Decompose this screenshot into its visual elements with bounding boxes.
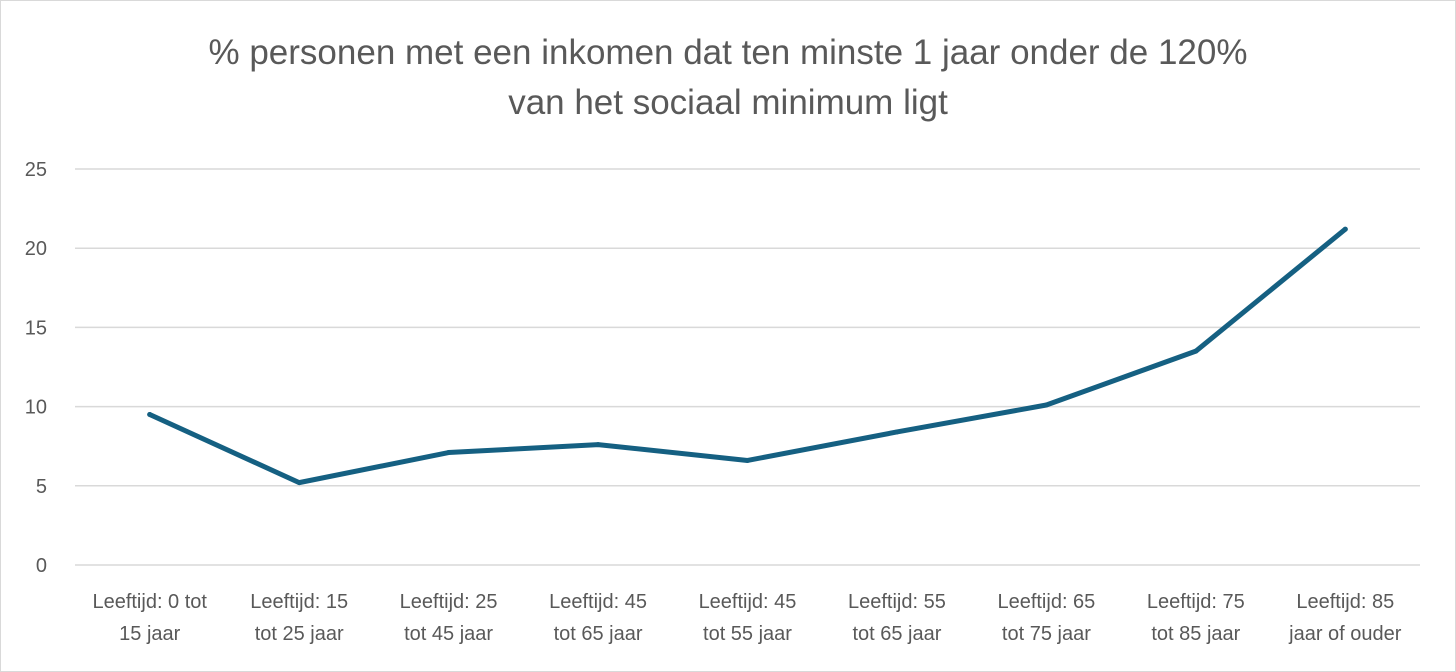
chart-title: % personen met een inkomen dat ten minst… — [0, 28, 1456, 128]
data-point — [1043, 402, 1049, 408]
x-category-label: Leeftijd: 55 tot 65 jaar — [848, 591, 946, 645]
chart-title-line-2: van het sociaal minimum ligt — [508, 83, 948, 122]
x-category-label-line: Leeftijd: 15 — [250, 591, 348, 613]
y-tick-label: 15 — [25, 317, 47, 339]
x-category-label-line: Leeftijd: 65 — [997, 591, 1095, 613]
x-category-label-line: tot 55 jaar — [703, 623, 792, 645]
x-category-label-line: tot 25 jaar — [255, 623, 344, 645]
x-category-label-line: jaar of ouder — [1288, 623, 1402, 645]
x-category-label: Leeftijd: 65 tot 75 jaar — [997, 591, 1095, 645]
x-category-label: Leeftijd: 15 tot 25 jaar — [250, 591, 348, 645]
gridlines — [75, 168, 1420, 566]
x-category-label-line: tot 65 jaar — [852, 623, 941, 645]
data-point — [595, 442, 601, 448]
x-category-label: Leeftijd: 85 jaar of ouder — [1288, 591, 1402, 645]
y-axis: 0 5 10 15 20 25 — [25, 159, 47, 577]
y-tick-label: 10 — [25, 397, 47, 419]
data-point — [446, 450, 452, 456]
series-line — [147, 226, 1348, 486]
chart-title-line-1: % personen met een inkomen dat ten minst… — [208, 33, 1248, 72]
x-category-label: Leeftijd: 0 tot 15 jaar — [92, 591, 207, 645]
y-tick-label: 20 — [25, 238, 47, 260]
data-point — [894, 429, 900, 435]
x-axis: Leeftijd: 0 tot 15 jaar Leeftijd: 15 tot 25… — [92, 591, 1401, 645]
x-category-label-line: 15 jaar — [119, 623, 180, 645]
x-category-label-line: Leeftijd: 25 — [400, 591, 498, 613]
x-category-label-line: Leeftijd: 0 tot — [92, 591, 207, 613]
data-point — [745, 457, 750, 463]
x-category-label-line: Leeftijd: 85 — [1296, 591, 1394, 613]
x-category-label-line: Leeftijd: 45 — [699, 591, 797, 613]
y-tick-label: 25 — [25, 159, 47, 181]
series-group — [147, 226, 1348, 486]
y-tick-label: 5 — [36, 476, 47, 498]
y-tick-label: 0 — [36, 555, 47, 577]
data-point — [147, 412, 153, 418]
data-point — [296, 480, 302, 486]
x-category-label-line: Leeftijd: 45 — [549, 591, 647, 613]
x-category-label-line: tot 45 jaar — [404, 623, 493, 645]
x-category-label: Leeftijd: 25 tot 45 jaar — [400, 591, 498, 645]
x-category-label: Leeftijd: 75 tot 85 jaar — [1147, 591, 1245, 645]
data-point — [1193, 348, 1199, 354]
x-category-label: Leeftijd: 45 tot 55 jaar — [699, 591, 797, 645]
x-category-label-line: tot 65 jaar — [554, 623, 643, 645]
x-category-label-line: Leeftijd: 75 — [1147, 591, 1245, 613]
x-category-label-line: Leeftijd: 55 — [848, 591, 946, 613]
x-category-label-line: tot 85 jaar — [1151, 623, 1240, 645]
x-category-label: Leeftijd: 45 tot 65 jaar — [549, 591, 647, 645]
x-category-label-line: tot 75 jaar — [1002, 623, 1091, 645]
data-point — [1342, 226, 1348, 232]
